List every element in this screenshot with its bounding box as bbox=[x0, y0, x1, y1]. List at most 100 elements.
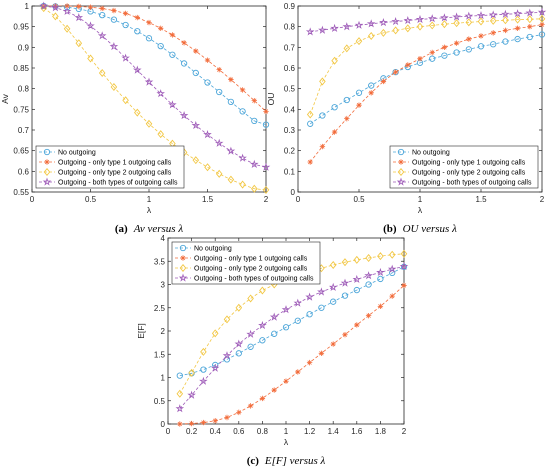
data-point bbox=[259, 337, 266, 344]
y-tick-label: 3.5 bbox=[154, 257, 166, 266]
data-point bbox=[226, 146, 236, 155]
y-tick-label: 0.7 bbox=[284, 43, 296, 52]
x-axis-label: λ bbox=[418, 205, 423, 215]
data-point bbox=[192, 156, 200, 165]
data-point bbox=[134, 28, 141, 35]
legend-entry: Outgoing - only type 2 outgoing calls bbox=[58, 170, 172, 177]
data-point bbox=[453, 19, 460, 28]
legend-marker bbox=[396, 177, 406, 186]
y-tick-label: 0.6 bbox=[18, 167, 30, 176]
data-point bbox=[465, 18, 473, 27]
legend-marker bbox=[180, 255, 186, 261]
data-point bbox=[210, 363, 220, 372]
data-point bbox=[214, 138, 224, 147]
x-tick-label: 1 bbox=[418, 195, 423, 204]
caption-text: Av versus λ bbox=[133, 223, 184, 235]
data-point bbox=[181, 40, 187, 46]
data-point bbox=[176, 372, 183, 379]
legend-box bbox=[171, 241, 321, 285]
data-point bbox=[250, 159, 259, 168]
data-point bbox=[179, 111, 189, 120]
data-point bbox=[216, 66, 222, 73]
data-point bbox=[283, 378, 289, 384]
x-tick-label: 1.6 bbox=[351, 427, 363, 436]
data-point bbox=[76, 3, 82, 10]
data-point bbox=[247, 403, 254, 409]
series-both bbox=[39, 1, 271, 171]
data-point bbox=[169, 32, 176, 38]
caption-text: E[F] versus λ bbox=[264, 455, 326, 467]
data-point bbox=[319, 112, 326, 119]
data-point bbox=[110, 83, 118, 92]
data-point bbox=[365, 281, 372, 288]
data-point bbox=[477, 43, 485, 50]
y-tick-label: 0.85 bbox=[13, 64, 29, 73]
data-point bbox=[400, 249, 408, 258]
data-point bbox=[525, 8, 535, 17]
legend-box bbox=[389, 145, 539, 189]
data-point bbox=[429, 55, 436, 62]
data-point bbox=[169, 51, 176, 58]
data-point bbox=[122, 21, 129, 29]
panel-caption: (b) OU versus λ bbox=[383, 223, 457, 235]
data-point bbox=[134, 14, 140, 21]
data-point bbox=[344, 115, 350, 122]
series-line bbox=[309, 18, 543, 115]
x-tick-label: 1.4 bbox=[328, 427, 340, 436]
data-point bbox=[429, 49, 435, 56]
data-point bbox=[514, 15, 521, 24]
data-point bbox=[340, 278, 350, 287]
legend-box bbox=[35, 145, 185, 189]
data-point bbox=[157, 130, 164, 139]
data-point bbox=[62, 6, 72, 16]
data-point bbox=[109, 42, 119, 51]
data-point bbox=[52, 3, 59, 9]
y-tick-label: 0.95 bbox=[13, 23, 29, 32]
data-point bbox=[199, 376, 208, 385]
data-point bbox=[99, 5, 105, 12]
y-tick-label: 0.5 bbox=[154, 397, 166, 406]
data-point bbox=[502, 38, 509, 45]
data-point bbox=[40, 4, 47, 13]
data-point bbox=[441, 52, 448, 59]
data-point bbox=[86, 21, 95, 30]
data-point bbox=[527, 23, 533, 30]
legend-entry: Outgoing - only type 2 outgoing calls bbox=[412, 170, 526, 177]
data-point bbox=[175, 404, 185, 413]
data-point bbox=[368, 82, 375, 89]
data-point bbox=[204, 163, 211, 172]
data-point bbox=[341, 292, 349, 299]
data-point bbox=[477, 17, 485, 26]
data-point bbox=[134, 108, 141, 117]
y-axis-label: Av bbox=[0, 93, 10, 104]
data-point bbox=[501, 9, 510, 18]
data-point bbox=[191, 120, 201, 130]
data-point bbox=[405, 62, 411, 68]
y-axis-label: OU bbox=[266, 93, 276, 106]
x-tick-label: 2 bbox=[402, 427, 407, 436]
legend-entry: Outgoing - only type 2 outgoing calls bbox=[194, 266, 308, 273]
data-point bbox=[203, 130, 212, 139]
data-point bbox=[251, 97, 257, 104]
data-point bbox=[341, 258, 349, 267]
legend-marker bbox=[178, 273, 188, 282]
x-tick-label: 1.2 bbox=[304, 427, 316, 436]
y-tick-label: 2 bbox=[161, 327, 166, 336]
x-tick-label: 0.8 bbox=[257, 427, 269, 436]
data-point bbox=[74, 13, 84, 22]
data-point bbox=[401, 282, 407, 289]
data-point bbox=[271, 330, 278, 337]
y-tick-label: 0.4 bbox=[284, 105, 296, 114]
data-point bbox=[64, 3, 70, 9]
data-point bbox=[97, 31, 107, 40]
data-point bbox=[251, 117, 258, 125]
data-point bbox=[355, 37, 363, 46]
data-point bbox=[222, 351, 232, 360]
data-point bbox=[168, 100, 177, 109]
legend-marker bbox=[397, 167, 405, 177]
data-point bbox=[145, 119, 153, 128]
series-line bbox=[309, 24, 543, 163]
legend-entry: Outgoing - only type 1 outgoing calls bbox=[194, 256, 308, 263]
data-point bbox=[238, 153, 247, 162]
series-type1 bbox=[307, 21, 545, 165]
